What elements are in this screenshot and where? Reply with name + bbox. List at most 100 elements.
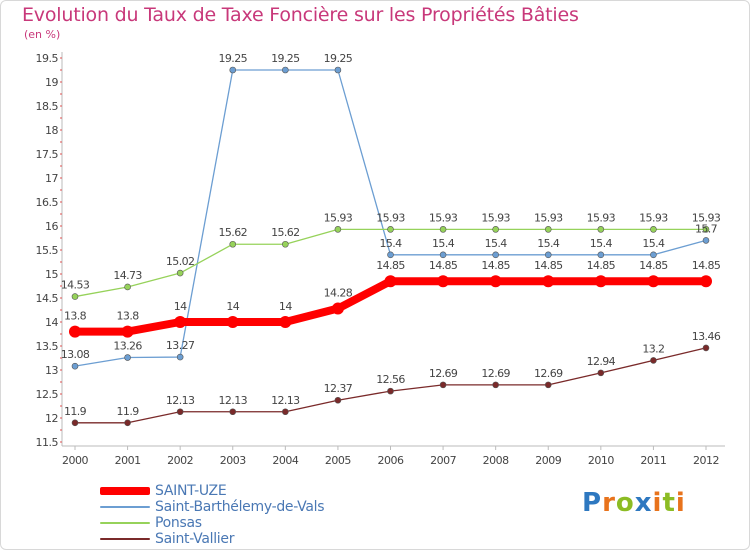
x-tick-label: 2008 [483,454,509,467]
y-tick-label: 17.5 [36,148,59,161]
data-label-3: 12.69 [429,367,458,380]
y-tick-label: 15 [45,268,58,281]
series-point-1 [124,354,131,361]
data-label-1: 13.27 [166,339,195,352]
series-point-2 [334,226,342,233]
data-label-0: 14.28 [324,287,353,300]
series-point-1 [702,237,710,244]
series-point-1 [597,251,605,259]
series-point-2 [124,283,131,291]
data-label-1: 15.4 [432,237,455,250]
x-tick-label: 2003 [220,454,246,467]
series-point-0 [542,275,555,288]
data-label-2: 15.93 [324,211,353,224]
data-label-1: 19.25 [271,52,300,65]
y-tick-label: 17 [45,172,58,185]
logo-letter: P [582,488,603,518]
series-point-0 [647,275,660,288]
x-tick-label: 2004 [272,454,298,467]
data-label-0: 13.8 [117,310,140,323]
series-point-0 [700,275,712,288]
logo-letter: i [675,488,686,518]
x-tick-label: 2000 [62,454,88,467]
series-point-3 [492,381,499,389]
y-tick-label: 18 [45,124,58,137]
y-tick-label: 13 [45,364,58,377]
data-label-0: 14 [279,300,292,313]
chart-legend: SAINT-UZE Saint-Barthélemy-de-Vals Ponsas S… [100,483,325,547]
series-point-1 [544,251,552,259]
data-label-2: 15.62 [271,226,300,239]
x-tick-label: 2012 [693,454,719,467]
y-tick-label: 19.5 [36,52,59,65]
logo-letter: r [602,488,616,518]
legend-label: SAINT-UZE [155,483,227,499]
legend-swatch [100,487,150,495]
data-label-3: 12.94 [587,355,616,368]
y-tick-label: 18.5 [36,100,59,113]
data-label-1: 15.4 [485,237,508,250]
data-label-3: 12.69 [481,367,510,380]
series-point-3 [229,408,237,416]
series-point-2 [702,226,710,233]
series-point-2 [544,226,552,233]
series-point-3 [71,419,79,427]
series-point-1 [492,251,499,259]
data-label-1: 15.4 [379,237,402,250]
y-tick-label: 16 [45,220,58,233]
series-point-2 [597,226,605,233]
series-point-1 [387,251,394,259]
line-chart: 19.5 19 18.5 18 17.5 17 16.5 16 15.5 15 14.5 14 13.5… [36,52,725,467]
data-label-0: 14.85 [639,259,668,272]
series-point-0 [437,275,450,288]
data-label-0: 14.85 [692,259,721,272]
data-label-3: 12.13 [166,394,195,407]
data-label-2: 15.93 [639,211,668,224]
unit-label: (en %) [24,28,61,41]
series-point-2 [492,226,499,233]
series-point-1 [650,251,657,259]
legend-swatch [100,538,150,540]
legend-label: Ponsas [155,515,202,531]
series-point-2 [439,226,447,233]
data-label-0: 14.85 [429,259,458,272]
series-point-2 [176,269,184,277]
data-label-0: 14 [226,300,239,313]
data-label-3: 12.56 [376,373,405,386]
legend-label: Saint-Barthélemy-de-Vals [155,499,325,515]
series-point-3 [387,387,394,395]
series-point-3 [176,408,184,416]
data-label-2: 15.93 [376,211,405,224]
data-label-0: 13.8 [64,310,87,323]
legend-item: Saint-Vallier [100,531,324,547]
logo-letter: x [634,488,653,518]
series-point-0 [384,275,397,288]
series-point-0 [489,275,502,288]
series-point-3 [544,381,552,389]
logo-letter: i [652,488,663,518]
data-label-2: 15.93 [429,211,458,224]
legend-item: Saint-Barthélemy-de-Vals [100,499,325,515]
data-label-1: 15.7 [695,222,718,235]
series-point-0 [69,325,81,338]
series-point-0 [121,325,134,338]
data-label-3: 12.37 [324,382,353,395]
legend-item: Ponsas [100,515,324,531]
x-tick-label: 2005 [325,454,351,467]
y-tick-label: 14.5 [36,292,59,305]
logo-letter: o [615,488,635,518]
legend-swatch [100,506,150,508]
series-point-1 [176,353,184,361]
data-label-0: 14.85 [481,259,510,272]
series-point-2 [282,240,289,248]
series-point-1 [334,66,342,74]
data-label-0: 14.85 [587,259,616,272]
y-tick-label: 11.5 [36,436,59,449]
series-point-2 [387,226,394,233]
data-label-3: 11.9 [64,405,87,418]
series-point-3 [124,419,131,427]
x-tick-label: 2007 [430,454,456,467]
series-point-3 [282,408,289,416]
data-label-2: 15.93 [692,211,721,224]
proxiti-logo: Proxiti [582,488,686,518]
